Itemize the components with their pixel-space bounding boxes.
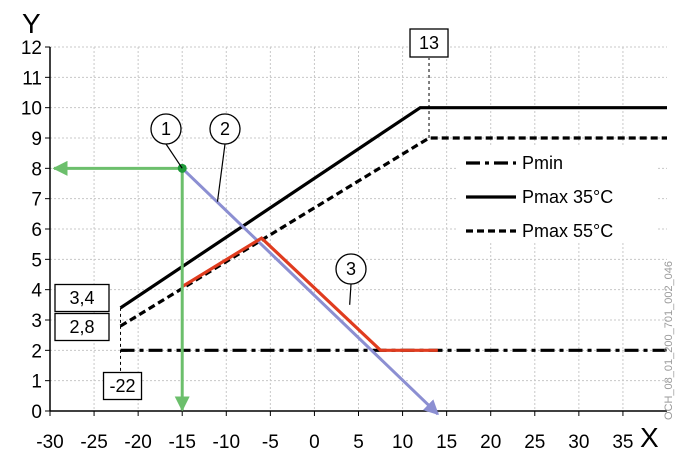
callout-leader [217,144,225,202]
x-tick-label: 25 [524,432,545,453]
y-tick-label: 1 [31,372,42,393]
legend: Pmin Pmax 35°C Pmax 55°C [458,145,658,243]
x-tick-label: 35 [612,432,633,453]
value-box-label: 2,8 [69,317,94,337]
value-box-label: -22 [110,376,136,396]
y-tick-label: 10 [21,99,42,120]
callout-label: 1 [161,119,171,139]
y-tick-label: 9 [31,129,42,150]
value-box-label: 3,4 [69,288,94,308]
y-tick-label: 2 [31,341,42,362]
y-tick-label: 11 [22,68,42,89]
x-tick-label: 5 [353,432,364,453]
callout-leader [166,144,182,168]
legend-label: Pmax 35°C [522,187,613,207]
y-tick-label: 12 [21,38,42,59]
callout-leader [350,284,351,305]
y-tick-label: 8 [31,159,42,180]
callout-label: 2 [220,119,230,139]
x-tick-label: -5 [262,432,279,453]
value-box-label: 13 [419,33,439,53]
x-tick-label: 30 [568,432,589,453]
annotations: 13 3,4 2,8 -22 1 2 3 [55,29,448,400]
y-tick-label: 3 [31,311,42,332]
side-code: OCH_08_01_200_701_002_046 [663,261,675,420]
guide-lines [121,58,430,374]
x-tick-label: 15 [436,432,457,453]
legend-label: Pmax 55°C [522,221,613,241]
x-tick-label: 10 [392,432,413,453]
operating-line-path [182,238,438,350]
x-tick-label: -25 [80,432,107,453]
y-tick-label: 5 [31,250,42,271]
y-tick-label: 6 [31,220,42,241]
x-tick-label: -30 [36,432,63,453]
y-tick-label: 4 [31,281,42,302]
x-tick-label: -15 [168,432,195,453]
legend-label: Pmin [522,153,563,173]
y-tick-label: 7 [31,190,42,211]
operating-line [182,238,438,350]
x-tick-label: 0 [309,432,320,453]
demand-line-path [182,168,438,414]
x-tick-label: -20 [124,432,151,453]
x-axis-title: X [640,422,659,453]
x-tick-label: 20 [480,432,501,453]
callout-label: 3 [346,259,356,279]
y-axis-title: Y [22,8,41,39]
x-tick-label: -10 [213,432,240,453]
demand-line [182,168,438,414]
y-tick-label: 0 [31,402,42,423]
